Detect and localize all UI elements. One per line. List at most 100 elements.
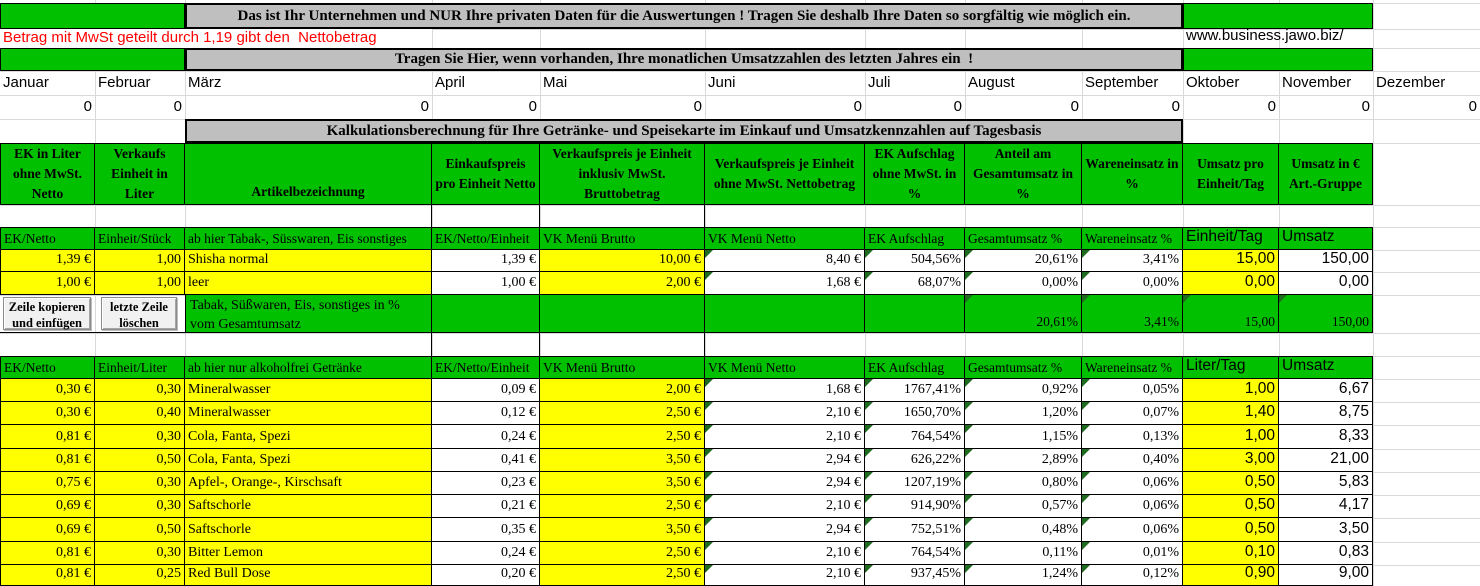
cell-ek-netto-einheit[interactable]: 0,09 € <box>432 379 540 402</box>
cell-vk-brutto[interactable]: 2,00 € <box>540 272 705 295</box>
month-value-cell[interactable]: 0 <box>83 98 92 116</box>
cell-vk-brutto[interactable]: 3,50 € <box>540 449 705 472</box>
cell-ek-aufschlag[interactable]: 914,90% <box>865 495 965 518</box>
cell-menge-pro-tag[interactable]: 0,90 <box>1183 565 1279 586</box>
cell-umsatz[interactable]: 3,50 <box>1279 518 1373 542</box>
cell-ek-netto[interactable]: 0,69 € <box>0 495 95 518</box>
month-value-cell[interactable]: 0 <box>693 98 702 116</box>
cell-ek-aufschlag[interactable]: 68,07% <box>865 272 965 295</box>
cell-umsatz[interactable]: 150,00 <box>1279 250 1373 272</box>
month-value-cell[interactable]: 0 <box>420 98 429 116</box>
cell-menge-pro-tag[interactable]: 0,50 <box>1183 472 1279 495</box>
cell-einheit[interactable]: 1,00 <box>95 272 185 295</box>
cell-gesamtumsatz-pct[interactable]: 0,57% <box>965 495 1082 518</box>
cell-umsatz[interactable]: 4,17 <box>1279 495 1373 518</box>
cell-einheit[interactable]: 0,30 <box>95 425 185 449</box>
cell-gesamtumsatz-pct[interactable]: 0,80% <box>965 472 1082 495</box>
cell-menge-pro-tag[interactable]: 0,50 <box>1183 518 1279 542</box>
cell-einheit[interactable]: 0,40 <box>95 402 185 425</box>
cell-vk-brutto[interactable]: 2,00 € <box>540 379 705 402</box>
copy-row-button[interactable]: Zeile kopieren und einfügen <box>3 297 91 330</box>
cell-vk-netto[interactable]: 2,10 € <box>705 542 865 565</box>
cell-ek-netto[interactable]: 0,81 € <box>0 425 95 449</box>
cell-ek-netto[interactable]: 0,30 € <box>0 379 95 402</box>
cell-vk-brutto[interactable]: 2,50 € <box>540 565 705 586</box>
month-value-cell[interactable]: 0 <box>853 98 862 116</box>
cell-vk-netto[interactable]: 1,68 € <box>705 272 865 295</box>
summary-value[interactable]: 3,41% <box>1082 295 1183 333</box>
cell-artikel[interactable]: Red Bull Dose <box>185 565 432 586</box>
cell-vk-netto[interactable]: 2,94 € <box>705 449 865 472</box>
cell-menge-pro-tag[interactable]: 1,00 <box>1183 379 1279 402</box>
cell-ek-netto-einheit[interactable]: 0,41 € <box>432 449 540 472</box>
cell-artikel[interactable]: Mineralwasser <box>185 379 432 402</box>
cell-artikel[interactable]: Saftschorle <box>185 518 432 542</box>
cell-umsatz[interactable]: 8,75 <box>1279 402 1373 425</box>
cell-einheit[interactable]: 0,30 <box>95 379 185 402</box>
cell-ek-aufschlag[interactable]: 626,22% <box>865 449 965 472</box>
month-value-cell[interactable]: 0 <box>1468 98 1477 116</box>
cell-gesamtumsatz-pct[interactable]: 1,20% <box>965 402 1082 425</box>
cell-wareneinsatz-pct[interactable]: 0,06% <box>1082 518 1183 542</box>
cell-einheit[interactable]: 0,30 <box>95 495 185 518</box>
summary-value[interactable]: 20,61% <box>965 295 1082 333</box>
cell-ek-netto[interactable]: 0,30 € <box>0 402 95 425</box>
summary-value[interactable]: 15,00 <box>1183 295 1279 333</box>
cell-vk-brutto[interactable]: 10,00 € <box>540 250 705 272</box>
cell-wareneinsatz-pct[interactable]: 0,40% <box>1082 449 1183 472</box>
cell-artikel[interactable]: Bitter Lemon <box>185 542 432 565</box>
cell-vk-netto[interactable]: 2,10 € <box>705 402 865 425</box>
cell-vk-brutto[interactable]: 2,50 € <box>540 425 705 449</box>
cell-menge-pro-tag[interactable]: 15,00 <box>1183 250 1279 272</box>
cell-vk-brutto[interactable]: 3,50 € <box>540 472 705 495</box>
cell-umsatz[interactable]: 21,00 <box>1279 449 1373 472</box>
cell-wareneinsatz-pct[interactable]: 0,00% <box>1082 272 1183 295</box>
cell-gesamtumsatz-pct[interactable]: 0,11% <box>965 542 1082 565</box>
cell-artikel[interactable]: Shisha normal <box>185 250 432 272</box>
cell-umsatz[interactable]: 5,83 <box>1279 472 1373 495</box>
cell-menge-pro-tag[interactable]: 0,10 <box>1183 542 1279 565</box>
cell-vk-netto[interactable]: 2,94 € <box>705 518 865 542</box>
cell-einheit[interactable]: 1,00 <box>95 250 185 272</box>
month-value-cell[interactable]: 0 <box>1171 98 1180 116</box>
cell-gesamtumsatz-pct[interactable]: 0,00% <box>965 272 1082 295</box>
cell-menge-pro-tag[interactable]: 3,00 <box>1183 449 1279 472</box>
cell-vk-brutto[interactable]: 2,50 € <box>540 542 705 565</box>
month-value-cell[interactable]: 0 <box>528 98 537 116</box>
cell-wareneinsatz-pct[interactable]: 0,05% <box>1082 379 1183 402</box>
cell-ek-netto[interactable]: 0,75 € <box>0 472 95 495</box>
cell-artikel[interactable]: Cola, Fanta, Spezi <box>185 449 432 472</box>
cell-ek-netto[interactable]: 0,69 € <box>0 518 95 542</box>
cell-gesamtumsatz-pct[interactable]: 0,48% <box>965 518 1082 542</box>
cell-wareneinsatz-pct[interactable]: 0,07% <box>1082 402 1183 425</box>
cell-ek-netto[interactable]: 0,81 € <box>0 449 95 472</box>
cell-ek-aufschlag[interactable]: 1767,41% <box>865 379 965 402</box>
cell-ek-aufschlag[interactable]: 1650,70% <box>865 402 965 425</box>
cell-menge-pro-tag[interactable]: 1,00 <box>1183 425 1279 449</box>
cell-einheit[interactable]: 0,50 <box>95 518 185 542</box>
cell-gesamtumsatz-pct[interactable]: 1,24% <box>965 565 1082 586</box>
month-value-cell[interactable]: 0 <box>953 98 962 116</box>
cell-ek-netto-einheit[interactable]: 0,24 € <box>432 425 540 449</box>
month-value-cell[interactable]: 0 <box>1070 98 1079 116</box>
delete-row-button[interactable]: letzte Zeile löschen <box>101 297 177 330</box>
cell-ek-netto[interactable]: 0,81 € <box>0 565 95 586</box>
cell-ek-netto-einheit[interactable]: 0,12 € <box>432 402 540 425</box>
cell-umsatz[interactable]: 6,67 <box>1279 379 1373 402</box>
cell-vk-netto[interactable]: 2,94 € <box>705 472 865 495</box>
cell-artikel[interactable]: Mineralwasser <box>185 402 432 425</box>
cell-ek-netto[interactable]: 1,00 € <box>0 272 95 295</box>
cell-ek-netto-einheit[interactable]: 0,23 € <box>432 472 540 495</box>
cell-ek-netto-einheit[interactable]: 1,39 € <box>432 250 540 272</box>
cell-ek-netto-einheit[interactable]: 1,00 € <box>432 272 540 295</box>
cell-gesamtumsatz-pct[interactable]: 20,61% <box>965 250 1082 272</box>
cell-gesamtumsatz-pct[interactable]: 0,92% <box>965 379 1082 402</box>
cell-artikel[interactable]: Cola, Fanta, Spezi <box>185 425 432 449</box>
cell-menge-pro-tag[interactable]: 0,00 <box>1183 272 1279 295</box>
cell-ek-aufschlag[interactable]: 764,54% <box>865 542 965 565</box>
cell-einheit[interactable]: 0,25 <box>95 565 185 586</box>
cell-vk-netto[interactable]: 2,10 € <box>705 425 865 449</box>
cell-ek-netto-einheit[interactable]: 0,21 € <box>432 495 540 518</box>
cell-ek-aufschlag[interactable]: 1207,19% <box>865 472 965 495</box>
cell-umsatz[interactable]: 8,33 <box>1279 425 1373 449</box>
